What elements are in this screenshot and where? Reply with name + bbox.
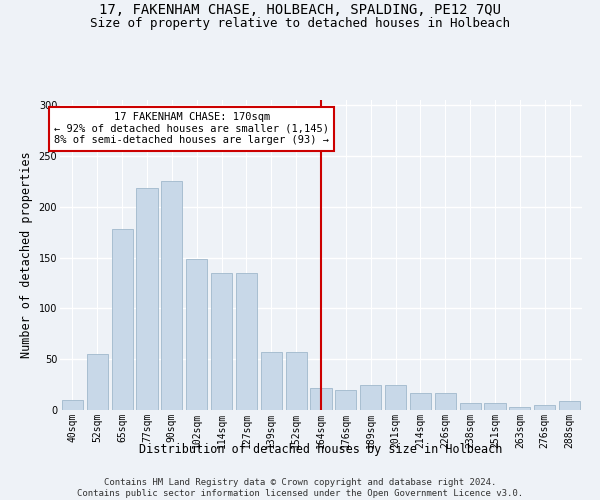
Bar <box>286 352 307 410</box>
Bar <box>460 403 481 410</box>
Bar <box>335 390 356 410</box>
Text: Size of property relative to detached houses in Holbeach: Size of property relative to detached ho… <box>90 18 510 30</box>
Text: Distribution of detached houses by size in Holbeach: Distribution of detached houses by size … <box>139 442 503 456</box>
Bar <box>484 403 506 410</box>
Bar <box>360 384 381 410</box>
Bar <box>62 400 83 410</box>
Y-axis label: Number of detached properties: Number of detached properties <box>20 152 33 358</box>
Bar <box>385 384 406 410</box>
Bar <box>112 229 133 410</box>
Bar <box>559 401 580 410</box>
Bar <box>136 188 158 410</box>
Bar <box>261 352 282 410</box>
Bar <box>509 407 530 410</box>
Text: 17, FAKENHAM CHASE, HOLBEACH, SPALDING, PE12 7QU: 17, FAKENHAM CHASE, HOLBEACH, SPALDING, … <box>99 2 501 16</box>
Bar <box>236 273 257 410</box>
Bar <box>310 388 332 410</box>
Bar <box>534 405 555 410</box>
Text: Contains HM Land Registry data © Crown copyright and database right 2024.
Contai: Contains HM Land Registry data © Crown c… <box>77 478 523 498</box>
Bar <box>410 392 431 410</box>
Bar <box>435 392 456 410</box>
Text: 17 FAKENHAM CHASE: 170sqm
← 92% of detached houses are smaller (1,145)
8% of sem: 17 FAKENHAM CHASE: 170sqm ← 92% of detac… <box>54 112 329 146</box>
Bar <box>161 182 182 410</box>
Bar <box>186 258 207 410</box>
Bar <box>211 273 232 410</box>
Bar <box>87 354 108 410</box>
